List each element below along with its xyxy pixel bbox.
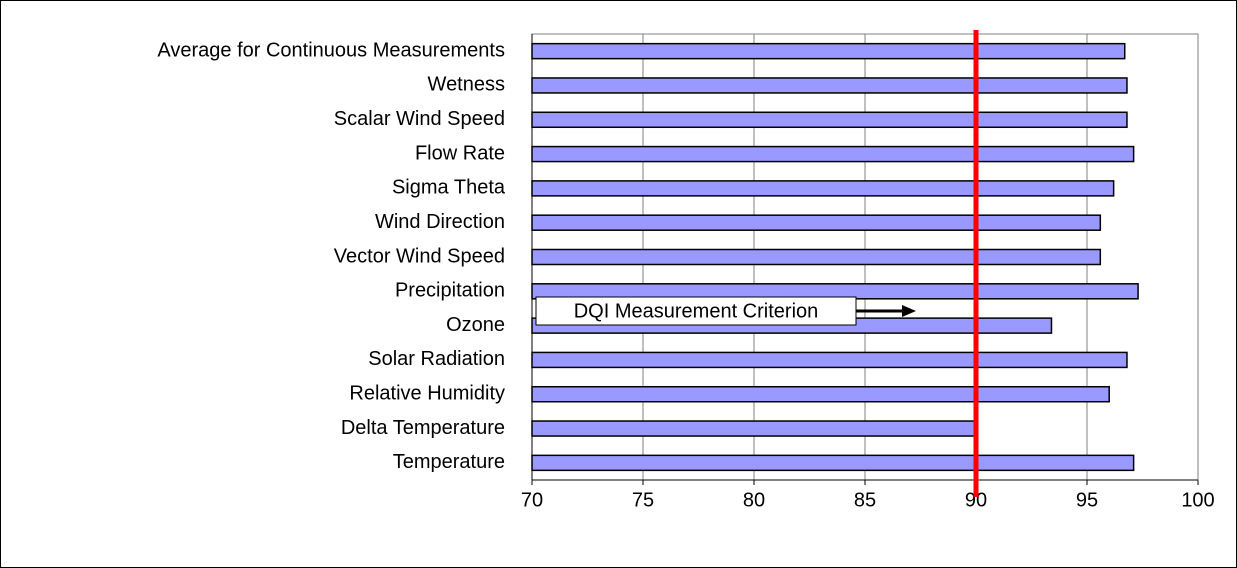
y-tick-label: Sigma Theta	[392, 177, 506, 199]
x-tick-label: 90	[965, 489, 987, 511]
y-tick-label: Flow Rate	[415, 142, 505, 164]
y-tick-label: Temperature	[393, 451, 505, 473]
bar	[531, 42, 1126, 60]
y-tick-label: Relative Humidity	[349, 383, 505, 405]
arrow-head	[902, 305, 916, 317]
annotation-box	[535, 296, 857, 326]
bar	[531, 111, 1128, 129]
x-tick-label: 75	[632, 489, 654, 511]
bar	[531, 214, 1102, 231]
y-tick-label: Delta Temperature	[341, 417, 505, 439]
bar	[531, 77, 1128, 94]
y-tick-label: Wetness	[428, 74, 505, 96]
bar	[531, 351, 1128, 369]
annotation: DQI Measurement Criterion	[574, 300, 819, 322]
x-tick-label: 95	[1076, 489, 1098, 511]
x-tick-label: 80	[743, 489, 765, 511]
bar	[531, 145, 1135, 163]
bar	[531, 248, 1102, 266]
y-tick-label: Scalar Wind Speed	[334, 108, 505, 130]
x-tick-label: 85	[854, 489, 876, 511]
y-tick-label: Precipitation	[395, 280, 505, 302]
bar	[531, 180, 1115, 197]
bar	[531, 454, 1135, 472]
y-tick-label: Vector Wind Speed	[334, 245, 505, 267]
x-tick-label: 70	[521, 489, 543, 511]
bar	[531, 385, 1110, 403]
y-tick-label: Ozone	[446, 314, 505, 336]
y-tick-label: Wind Direction	[375, 211, 505, 233]
bar	[531, 420, 977, 437]
y-tick-label: Average for Continuous Measurements	[157, 39, 505, 61]
x-tick-label: 100	[1181, 489, 1214, 511]
y-tick-label: Solar Radiation	[368, 348, 505, 370]
